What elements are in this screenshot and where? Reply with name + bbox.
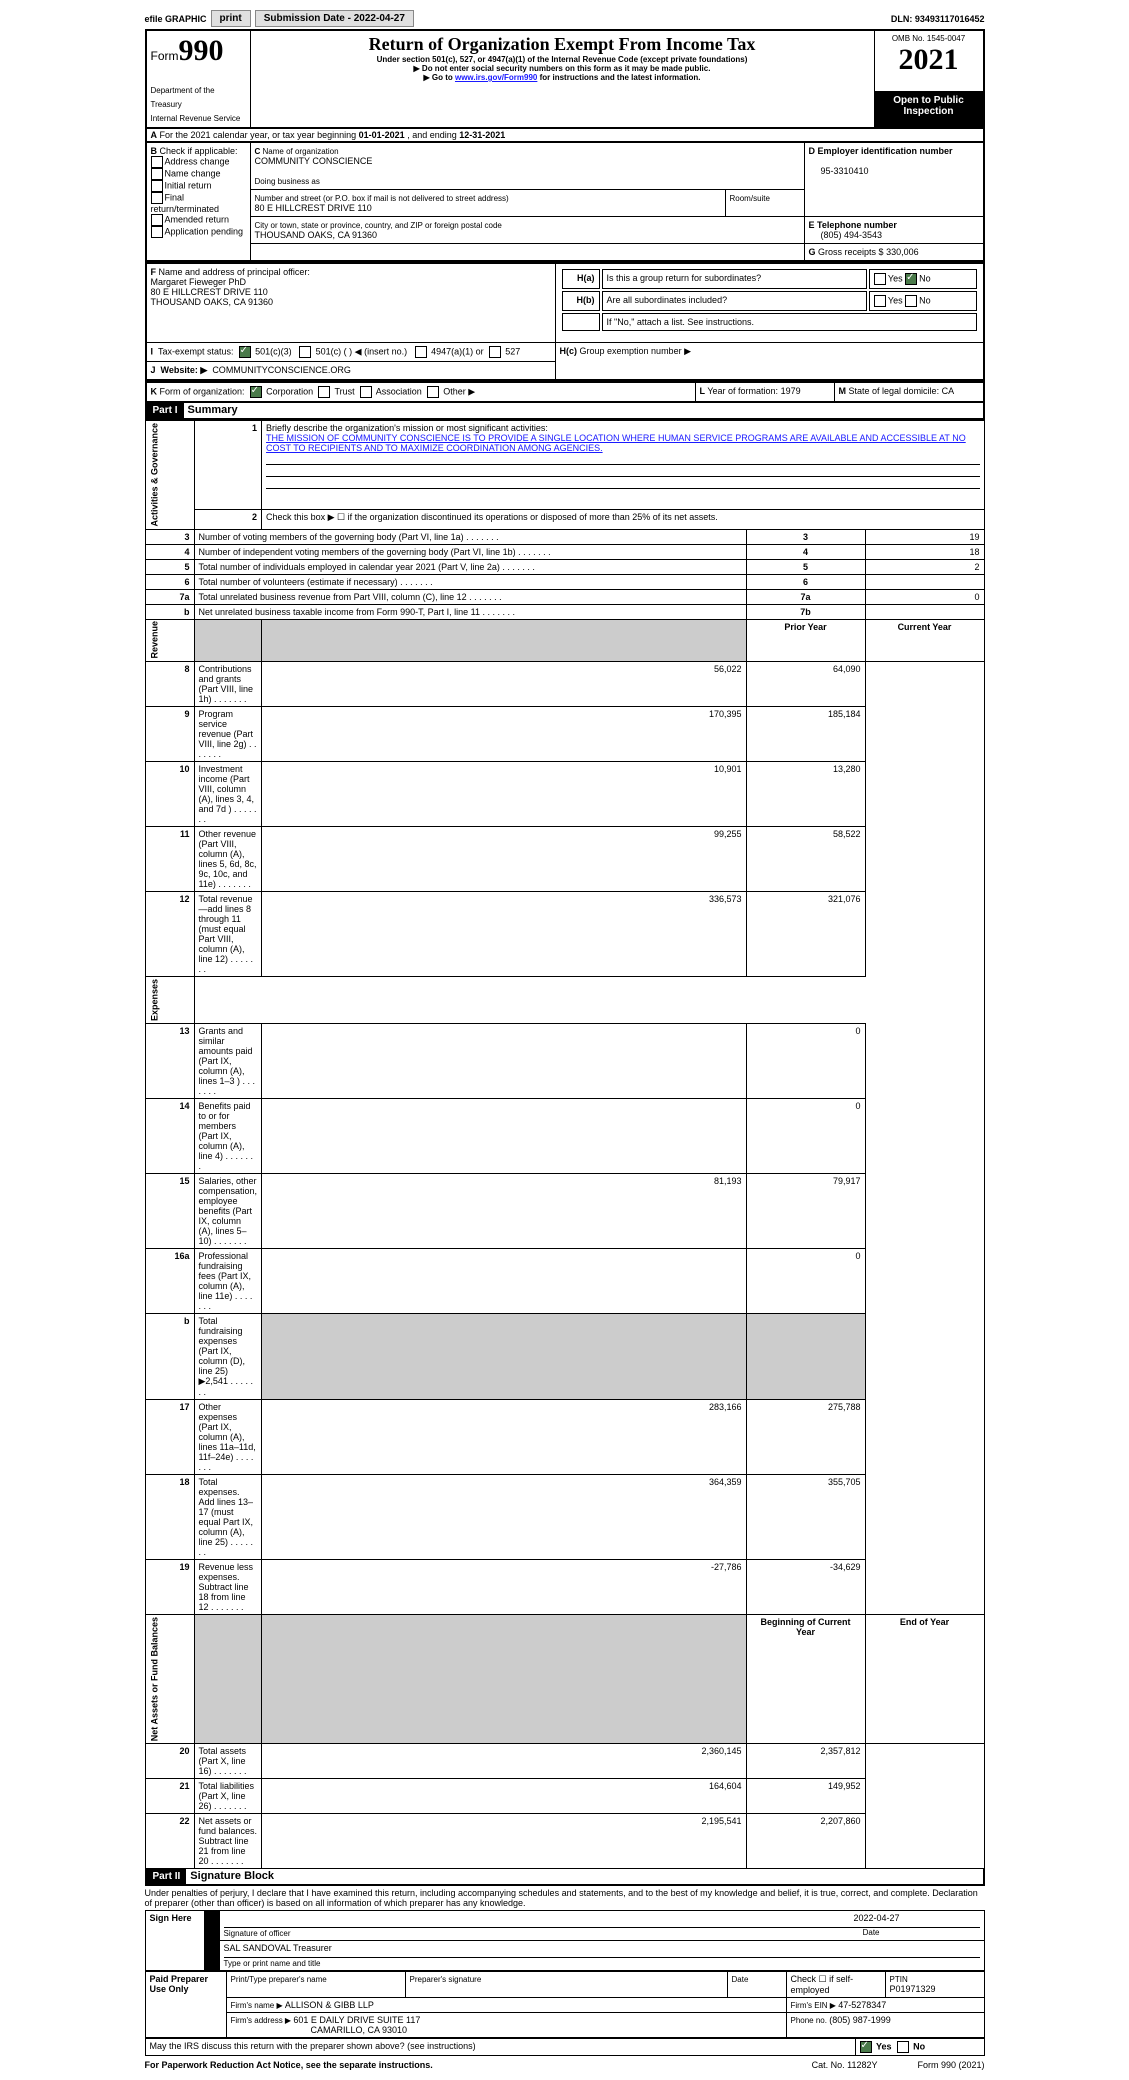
title-cell: Return of Organization Exempt From Incom… <box>250 30 874 128</box>
print-button[interactable]: print <box>211 10 251 27</box>
open-inspection: Open to Public Inspection <box>874 92 984 128</box>
part-i-header: Part ISummary <box>145 403 985 420</box>
firm-name: Firm's name ▶ ALLISON & GIBB LLP <box>226 1998 786 2013</box>
section-l: L Year of formation: 1979 <box>695 382 834 402</box>
klm-table: K Form of organization: Corporation Trus… <box>145 381 985 403</box>
sign-here-table: Sign Here 2022-04-27 Signature of office… <box>145 1910 985 1971</box>
section-b: B Check if applicable: Address change Na… <box>146 142 251 261</box>
section-k: K Form of organization: Corporation Trus… <box>146 382 696 402</box>
irs-link[interactable]: www.irs.gov/Form990 <box>455 73 537 82</box>
form-number-cell: Form990 Department of the Treasury Inter… <box>146 30 251 128</box>
mission-cell: Briefly describe the organization's miss… <box>262 421 984 510</box>
line-2: Check this box ▶ ☐ if the organization d… <box>262 509 984 529</box>
officer-name: SAL SANDOVAL TreasurerType or print name… <box>219 1941 984 1971</box>
header-table: Form990 Department of the Treasury Inter… <box>145 29 985 129</box>
section-j: J Website: ▶ COMMUNITYCONSCIENCE.ORG <box>146 362 556 381</box>
topbar: efile GRAPHIC print Submission Date - 20… <box>145 10 985 27</box>
firm-ein: Firm's EIN ▶ 47-5278347 <box>786 1998 984 2013</box>
tab-activities: Activities & Governance <box>145 421 194 530</box>
self-employed: Check ☐ if self-employed <box>786 1972 885 1998</box>
dept-treasury: Department of the Treasury Internal Reve… <box>151 86 241 123</box>
perjury-declaration: Under penalties of perjury, I declare th… <box>145 1886 985 1910</box>
section-i: I Tax-exempt status: 501(c)(3) 501(c) ( … <box>146 343 556 362</box>
submission-date: Submission Date - 2022-04-27 <box>255 10 414 27</box>
part-ii-header: Part IISignature Block <box>145 1869 985 1886</box>
section-h: H(a)Is this a group return for subordina… <box>555 263 984 336</box>
prep-date: Date <box>727 1972 786 1998</box>
tab-expenses: Expenses <box>145 977 194 1024</box>
officer-sig: 2022-04-27 Signature of officerDate <box>219 1911 984 1941</box>
line-a: A For the 2021 calendar year, or tax yea… <box>145 129 985 141</box>
sign-here-label: Sign Here <box>145 1911 204 1971</box>
ptin: PTINP01971329 <box>885 1972 984 1998</box>
omb-year-cell: OMB No. 1545-0047 2021 <box>874 30 984 92</box>
identity-table: B Check if applicable: Address change Na… <box>145 141 985 262</box>
firm-phone: Phone no. (805) 987-1999 <box>786 2013 984 2038</box>
street-cell: Number and street (or P.O. box if mail i… <box>250 190 725 217</box>
tab-revenue: Revenue <box>145 619 194 662</box>
efile-label: efile GRAPHIC <box>145 14 207 24</box>
section-m: M State of legal domicile: CA <box>834 382 984 402</box>
firm-addr: Firm's address ▶ 601 E DAILY DRIVE SUITE… <box>226 2013 786 2038</box>
prep-sig: Preparer's signature <box>405 1972 727 1998</box>
summary-table: Activities & Governance 1 Briefly descri… <box>145 420 985 1869</box>
section-f: F Name and address of principal officer:… <box>146 263 556 343</box>
mission-text[interactable]: THE MISSION OF COMMUNITY CONSCIENCE IS T… <box>266 433 966 453</box>
discuss-row: May the IRS discuss this return with the… <box>145 2038 985 2056</box>
form-title: Return of Organization Exempt From Incom… <box>255 34 870 55</box>
prep-name: Print/Type preparer's name <box>226 1972 405 1998</box>
gross-receipts: G Gross receipts $ 330,006 <box>804 244 984 262</box>
org-name-cell: C Name of organizationCOMMUNITY CONSCIEN… <box>250 142 804 190</box>
paid-preparer-label: Paid Preparer Use Only <box>145 1972 226 2038</box>
preparer-table: Paid Preparer Use Only Print/Type prepar… <box>145 1971 985 2038</box>
city-cell: City or town, state or province, country… <box>250 217 804 244</box>
ein-cell: D Employer identification number 95-3310… <box>804 142 984 217</box>
room-cell: Room/suite <box>725 190 804 217</box>
section-hc: H(c) Group exemption number ▶ <box>555 343 984 381</box>
dln: DLN: 93493117016452 <box>891 14 985 24</box>
phone-cell: E Telephone number(805) 494-3543 <box>804 217 984 244</box>
page-footer: For Paperwork Reduction Act Notice, see … <box>145 2060 985 2070</box>
tab-netassets: Net Assets or Fund Balances <box>145 1615 194 1744</box>
officer-table: F Name and address of principal officer:… <box>145 262 985 381</box>
